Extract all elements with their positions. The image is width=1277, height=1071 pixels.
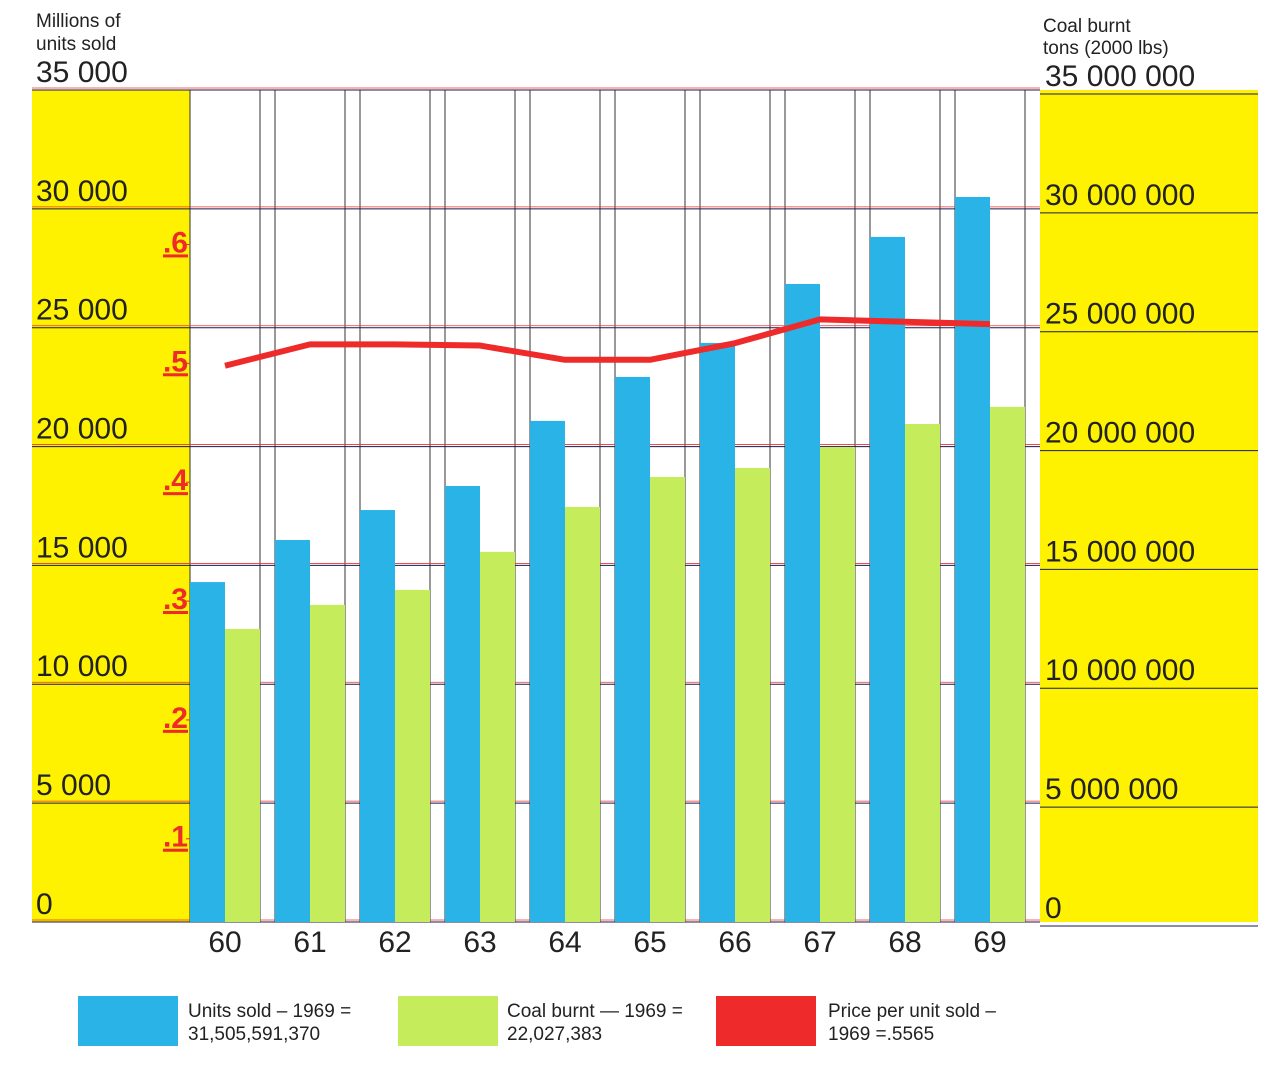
bar <box>870 236 905 923</box>
y2-tick-label: 25 000 000 <box>1045 298 1195 331</box>
line <box>224 316 991 369</box>
legend-swatch <box>78 996 178 1046</box>
bar <box>650 476 685 922</box>
x-tick-label: 67 <box>803 926 836 959</box>
bar <box>905 423 940 922</box>
bar <box>955 196 990 922</box>
x-tick-label: 69 <box>973 926 1006 959</box>
y-tick-label: 35 000 <box>36 56 128 89</box>
bar <box>225 628 260 922</box>
y2-tick-label: 35 000 000 <box>1045 60 1195 93</box>
x-tick-label: 68 <box>888 926 921 959</box>
bar <box>190 582 225 922</box>
legend-label: Units sold – 1969 = <box>188 1001 351 1022</box>
y-tick-label: 25 000 <box>36 294 128 327</box>
y-tick-label: 30 000 <box>36 175 128 208</box>
bar <box>785 283 820 922</box>
y2-tick-label: 0 <box>1045 892 1062 925</box>
y2-axis-title: tons (2000 lbs) <box>1043 38 1169 59</box>
y2-tick-label: 30 000 000 <box>1045 179 1195 212</box>
y3-tick-label: .1 <box>163 821 188 854</box>
left-panel <box>32 90 190 922</box>
y2-tick-label: 5 000 000 <box>1045 773 1178 806</box>
x-tick-label: 61 <box>293 926 326 959</box>
bar <box>700 342 735 923</box>
y2-tick-label: 20 000 000 <box>1045 416 1195 449</box>
legend-swatch <box>716 996 816 1046</box>
x-tick-label: 60 <box>208 926 241 959</box>
bar <box>820 447 855 922</box>
y3-tick-label: .5 <box>163 345 188 378</box>
legend-note: 1969 =.5565 <box>828 1024 934 1045</box>
y-tick-label: 20 000 <box>36 412 128 445</box>
legend-label: Price per unit sold – <box>828 1001 996 1022</box>
bar <box>565 506 600 922</box>
y3-tick-label: .2 <box>163 702 188 735</box>
y2-tick-label: 10 000 000 <box>1045 654 1195 687</box>
x-tick-label: 63 <box>463 926 496 959</box>
bar <box>310 604 345 922</box>
y-tick-label: 5 000 <box>36 769 111 802</box>
x-tick-label: 66 <box>718 926 751 959</box>
x-tick-label: 64 <box>548 926 581 959</box>
y-tick-label: 10 000 <box>36 650 128 683</box>
legend-note: 31,505,591,370 <box>188 1024 320 1045</box>
y3-tick-label: .6 <box>163 226 188 259</box>
y3-tick-label: .3 <box>163 583 188 616</box>
bar <box>530 420 565 922</box>
bar <box>990 406 1025 922</box>
bar <box>360 510 395 922</box>
bar <box>735 467 770 922</box>
legend-note: 22,027,383 <box>507 1024 602 1045</box>
bar <box>480 551 515 922</box>
y-axis-title: Millions of <box>36 11 121 32</box>
y2-axis-title: Coal burnt <box>1043 16 1131 37</box>
y-tick-label: 0 <box>36 888 53 921</box>
x-tick-label: 65 <box>633 926 666 959</box>
bar <box>395 589 430 922</box>
y3-tick-label: .4 <box>163 464 188 497</box>
right-panel <box>1040 90 1258 922</box>
x-tick-label: 62 <box>378 926 411 959</box>
bar <box>615 376 650 922</box>
bar <box>445 486 480 922</box>
y-axis-title: units sold <box>36 34 116 55</box>
legend-label: Coal burnt — 1969 = <box>507 1001 683 1022</box>
y2-tick-label: 15 000 000 <box>1045 535 1195 568</box>
legend-swatch <box>398 996 498 1046</box>
y-tick-label: 15 000 <box>36 531 128 564</box>
bar <box>275 539 310 922</box>
